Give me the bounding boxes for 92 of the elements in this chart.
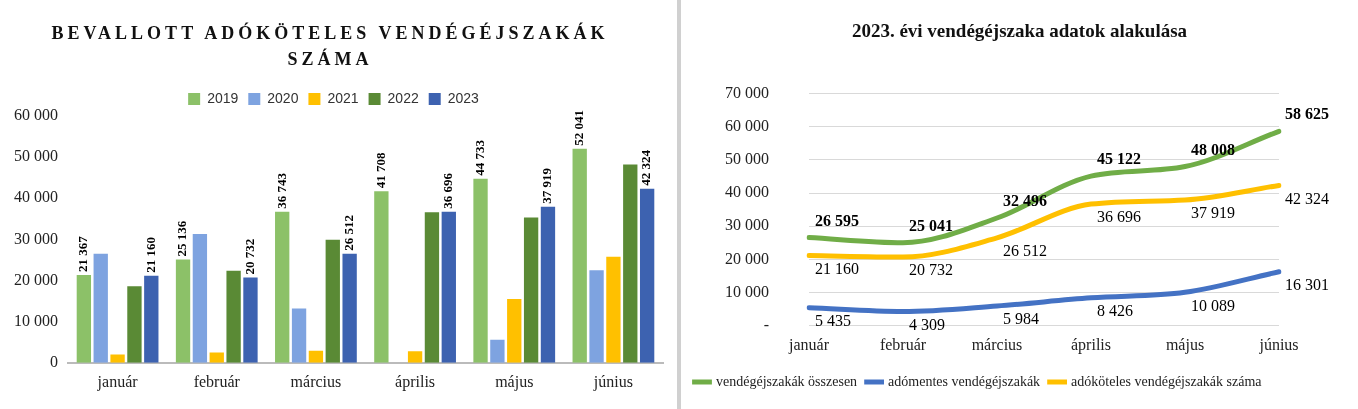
data-label: 26 512 (340, 215, 356, 251)
y-tick-label: 60 000 (725, 116, 769, 134)
data-label: 41 708 (372, 151, 388, 189)
bar (342, 253, 357, 363)
x-tick-label: június (1258, 335, 1299, 354)
data-label: 16 301 (1285, 275, 1329, 293)
bar (325, 239, 340, 363)
bar (606, 256, 621, 363)
y-tick-label: - (763, 316, 769, 333)
bar (76, 274, 92, 363)
bar (291, 308, 307, 363)
data-label: 21 160 (815, 259, 859, 277)
bar (623, 164, 638, 363)
bar (473, 178, 488, 363)
data-label: 4 309 (909, 315, 945, 333)
y-tick-label: 10 000 (14, 311, 58, 329)
x-tick-label: március (290, 372, 342, 390)
legend-label: vendégéjszakák összesen (716, 373, 858, 389)
legend-label: adómentes vendégéjszakák (888, 373, 1041, 389)
legend-label: 2023 (447, 89, 480, 106)
y-tick-label: 50 000 (725, 150, 769, 168)
x-tick-label: június (592, 372, 633, 391)
bar (589, 270, 604, 363)
y-tick-label: 0 (50, 353, 58, 370)
bar (226, 270, 241, 363)
y-tick-label: 30 000 (725, 216, 769, 234)
bar (275, 211, 290, 363)
bar (639, 188, 655, 363)
data-label: 25 041 (909, 216, 953, 234)
bar (540, 206, 556, 363)
y-tick-label: 10 000 (725, 282, 769, 300)
x-tick-label: január (96, 372, 139, 391)
data-label: 21 160 (142, 237, 158, 273)
data-label: 5 984 (1003, 310, 1039, 328)
data-label: 20 732 (241, 238, 257, 275)
y-tick-label: 70 000 (725, 83, 769, 101)
x-tick-label: január (788, 335, 830, 354)
data-label: 26 595 (815, 211, 859, 229)
y-tick-label: 60 000 (14, 106, 58, 124)
data-label: 52 041 (571, 109, 587, 146)
data-label: 37 919 (1191, 204, 1235, 222)
bar (192, 234, 208, 363)
chart-title: 2023. évi vendégéjszaka adatok alakulása (850, 19, 1189, 43)
data-label: 42 324 (1285, 189, 1329, 207)
data-label: 58 625 (1285, 105, 1329, 123)
data-label: 25 136 (174, 220, 190, 257)
y-tick-label: 20 000 (725, 249, 769, 267)
x-tick-label: május (495, 372, 534, 391)
bar (424, 212, 440, 363)
bar (374, 191, 389, 363)
data-label: 5 435 (815, 311, 851, 329)
bar (243, 277, 258, 363)
data-label: 36 696 (440, 172, 456, 209)
data-label: 21 367 (75, 235, 91, 272)
x-tick-label: március (971, 335, 1023, 353)
x-tick-label: február (193, 372, 241, 390)
data-label: 45 122 (1097, 150, 1141, 168)
data-label: 37 919 (539, 167, 555, 204)
y-tick-label: 40 000 (14, 188, 58, 206)
data-label: 36 696 (1097, 208, 1141, 226)
x-tick-label: április (1071, 335, 1111, 354)
legend-label: 2021 (327, 89, 359, 106)
data-label: 8 426 (1097, 302, 1133, 320)
data-label: 20 732 (909, 261, 953, 279)
bar (572, 148, 587, 363)
y-tick-label: 40 000 (725, 183, 769, 201)
bar (144, 275, 159, 363)
bar (175, 259, 191, 363)
bar (308, 350, 324, 363)
data-label: 36 743 (273, 172, 289, 209)
bar (507, 299, 522, 363)
data-label: 26 512 (1003, 242, 1047, 260)
y-tick-label: 20 000 (14, 270, 58, 288)
x-tick-label: február (879, 335, 927, 353)
x-tick-label: április (395, 372, 436, 391)
data-label: 10 089 (1191, 296, 1235, 314)
bar (407, 351, 423, 363)
legend-label: 2022 (387, 89, 419, 106)
bar (523, 217, 539, 363)
y-tick-label: 50 000 (14, 147, 58, 165)
data-label: 44 733 (471, 139, 487, 176)
bar (441, 211, 456, 363)
legend-label: 2019 (207, 89, 239, 106)
bar (93, 253, 108, 363)
y-tick-label: 30 000 (14, 229, 58, 247)
bar (127, 286, 142, 363)
legend-label: 2020 (267, 89, 299, 106)
bar (490, 339, 505, 363)
data-label: 42 324 (638, 149, 654, 186)
chart-title: BEVALLOTT ADÓKÖTELES VENDÉGÉJSZAKÁK SZÁMA (50, 21, 610, 71)
x-tick-label: május (1165, 335, 1205, 354)
legend-label: adóköteles vendégéjszakák száma (1071, 373, 1263, 389)
